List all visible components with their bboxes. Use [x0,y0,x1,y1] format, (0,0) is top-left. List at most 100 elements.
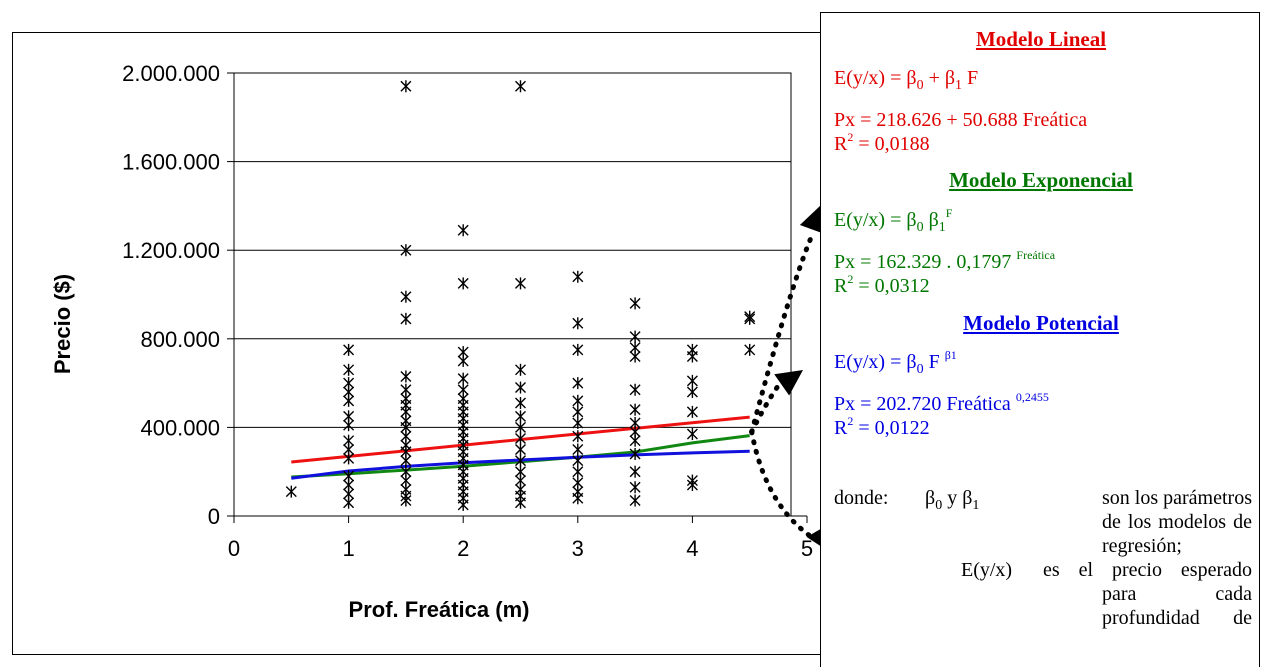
data-point [285,485,297,498]
data-point [515,443,526,456]
data-point [686,405,698,418]
data-point [343,343,355,356]
eq-sub: 0 [916,220,924,235]
x-tick-label: 0 [228,536,240,561]
eq-part: F [962,67,979,89]
eq-part: E(y/x) = β [834,209,917,231]
data-point [400,465,412,478]
data-point [686,343,698,356]
y-axis-label: Precio ($) [50,274,75,374]
model-potencial-equation: E(y/x) = β0 F β1 [834,348,957,377]
r2-value: = 0,0312 [853,275,930,297]
note-line-5: para cada [1102,583,1252,605]
data-point [629,465,641,478]
note-sub: 1 [972,498,980,513]
data-point [629,447,641,460]
data-points [285,80,756,511]
y-tick-label: 0 [208,504,220,529]
data-point [400,290,412,303]
model-lineal-r2: R2 = 0,0188 [834,130,930,156]
data-point [572,394,584,407]
data-point [572,377,584,390]
data-point [744,343,756,356]
y-tick-label: 1.600.000 [122,150,220,175]
y-tick-label: 1.200.000 [122,238,220,263]
data-point [400,80,412,93]
data-point [572,443,584,456]
data-point [343,470,355,483]
eq-part: F [923,351,945,373]
data-point [515,381,526,394]
x-tick-label: 4 [686,536,698,561]
data-point [515,80,526,93]
eq-sub: 0 [916,362,924,377]
dotted-arrows [749,205,831,553]
data-point [400,312,412,325]
x-tick-label: 3 [572,536,584,561]
data-point [572,270,584,283]
data-point [572,476,584,489]
y-tick-label: 2.000.000 [122,61,220,86]
px-sup: Freática [1016,248,1056,262]
r2-part: R [834,417,848,439]
model-exponencial-r2: R2 = 0,0312 [834,272,930,298]
data-point [515,397,526,410]
data-point [572,343,584,356]
data-point [629,297,641,310]
px-sup: 0,2455 [1015,390,1049,404]
arrow-head-1 [799,205,825,234]
x-tick-label: 1 [342,536,354,561]
data-point [629,330,641,343]
dotted-arrow-2 [749,370,791,435]
model-exponencial-equation: E(y/x) = β0 β1F [834,206,953,235]
data-point [400,383,412,396]
r2-sup: 2 [847,130,854,144]
note-exy: E(y/x) [961,559,1013,581]
eq-sup: β1 [944,348,957,362]
model-exponencial-px: Px = 162.329 . 0,1797 Freática [834,248,1056,274]
data-point [400,244,412,257]
data-point [572,317,584,330]
data-point [515,454,526,467]
data-point [629,416,641,429]
data-point [572,465,584,478]
data-point [457,224,469,237]
r2-part: R [834,275,848,297]
eq-sub: 1 [955,78,963,93]
data-point [744,310,756,323]
data-point [686,374,698,387]
chart-frame: 0 400.000 800.000 1.200.000 1.600.000 2.000.0… [12,32,850,655]
note-line-2: de los modelos de [1102,511,1252,533]
grid-lines [233,72,792,517]
data-point [629,403,641,416]
model-lineal-px: Px = 218.626 + 50.688 Freática [834,109,1088,131]
data-point [515,465,526,478]
x-tick-label: 2 [457,536,469,561]
arrow-head-2 [774,370,803,396]
model-lineal-title: Modelo Lineal [975,27,1107,51]
data-point [343,377,355,390]
data-point [457,346,469,359]
data-point [572,405,584,418]
model-lineal-equation: E(y/x) = β0 + β1 F [834,67,979,93]
eq-sub: 1 [938,220,946,235]
y-tick-label: 400.000 [140,415,220,440]
data-point [457,383,469,396]
data-point [400,370,412,383]
data-point [629,383,641,396]
data-point [629,481,641,494]
dotted-arrow-3 [749,429,824,546]
note-line-1: son los parámetros [1102,487,1252,509]
data-point [515,277,526,290]
note-line-6: profundidad de [1102,607,1252,629]
axes: 0 400.000 800.000 1.200.000 1.600.000 2.000.0… [122,61,813,561]
note-betas: β0 y β1 [925,487,980,513]
data-point [686,474,698,487]
dotted-arrow-1 [749,230,816,435]
px-part: Px = 162.329 . 0,1797 [834,251,1017,273]
data-point [572,454,584,467]
data-point [515,363,526,376]
data-point [343,363,355,376]
plot-area [233,72,792,517]
eq-sup: F [945,206,953,220]
